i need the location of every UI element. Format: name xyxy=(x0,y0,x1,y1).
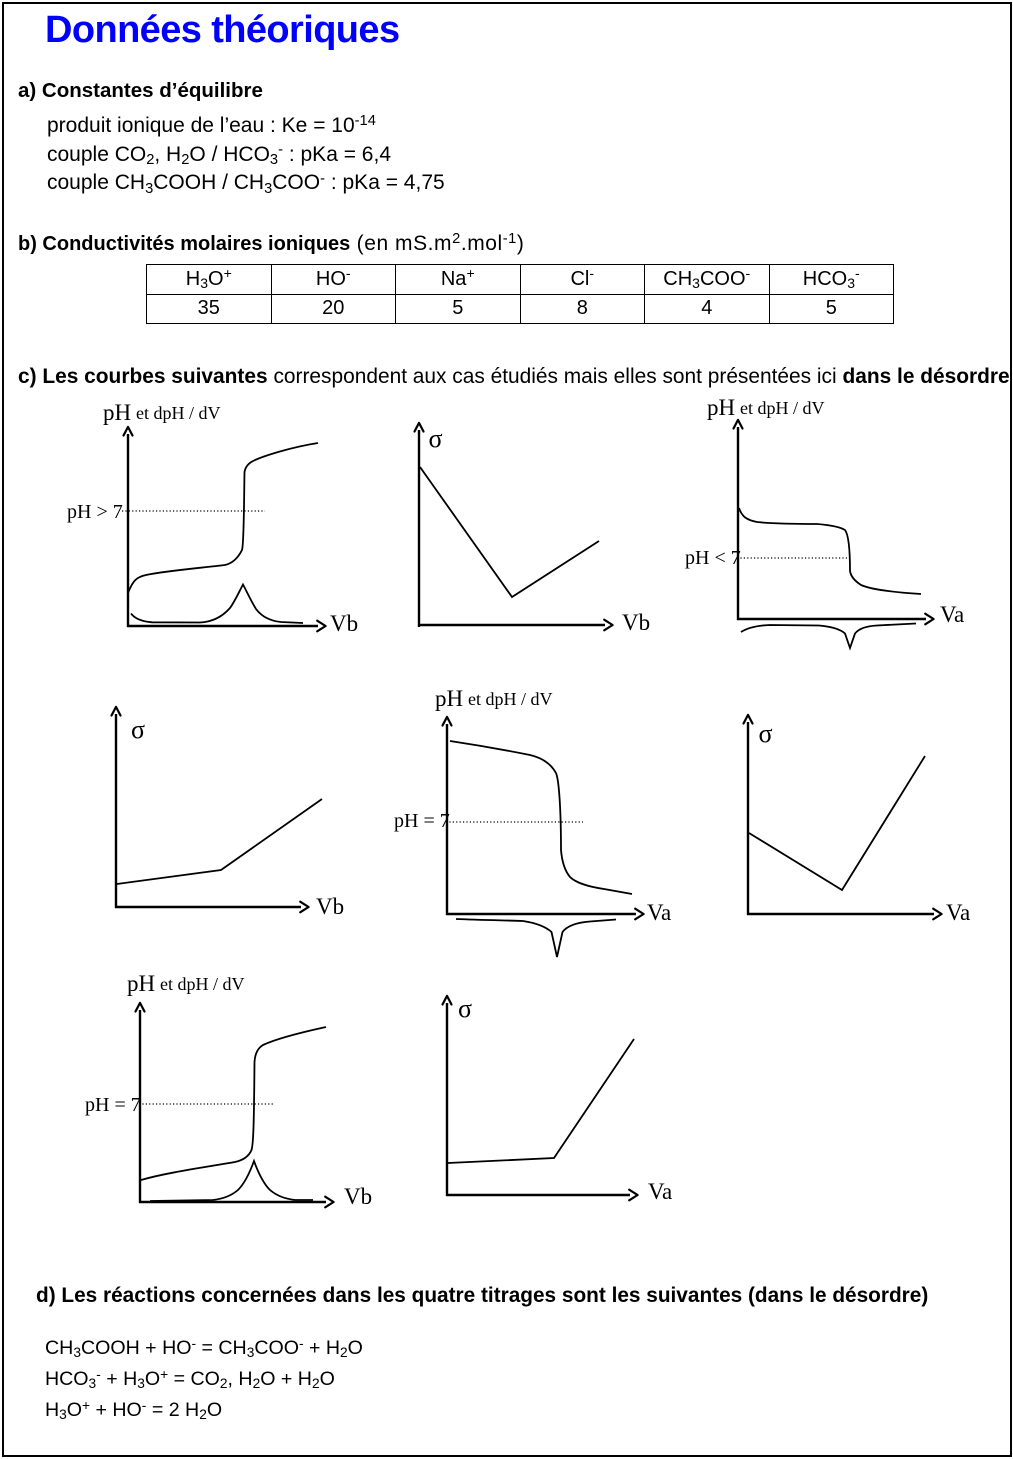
svg-text:Vb: Vb xyxy=(330,611,358,636)
svg-text:Va: Va xyxy=(946,900,970,925)
svg-text:Va: Va xyxy=(647,900,671,925)
svg-text:Vb: Vb xyxy=(344,1184,372,1209)
svg-text:pH: pH xyxy=(103,400,131,425)
svg-text:Vb: Vb xyxy=(622,610,650,635)
svg-text:σ: σ xyxy=(759,719,773,748)
svg-text:pH > 7: pH > 7 xyxy=(67,501,123,523)
svg-text:et dpH / dV: et dpH / dV xyxy=(136,403,221,423)
svg-text:Va: Va xyxy=(648,1179,672,1204)
svg-text:σ: σ xyxy=(131,715,145,744)
svg-text:Va: Va xyxy=(940,602,964,627)
svg-text:pH: pH xyxy=(435,686,463,711)
svg-text:pH < 7: pH < 7 xyxy=(685,547,741,569)
svg-text:pH: pH xyxy=(707,395,735,420)
svg-text:et dpH / dV: et dpH / dV xyxy=(740,398,825,418)
svg-text:pH: pH xyxy=(127,971,155,996)
svg-text:pH = 7: pH = 7 xyxy=(85,1094,141,1116)
svg-text:pH = 7: pH = 7 xyxy=(394,810,450,832)
svg-text:σ: σ xyxy=(458,994,472,1023)
svg-text:Vb: Vb xyxy=(316,894,344,919)
svg-text:σ: σ xyxy=(429,424,443,453)
svg-text:et dpH / dV: et dpH / dV xyxy=(160,974,245,994)
svg-text:et dpH / dV: et dpH / dV xyxy=(468,689,553,709)
